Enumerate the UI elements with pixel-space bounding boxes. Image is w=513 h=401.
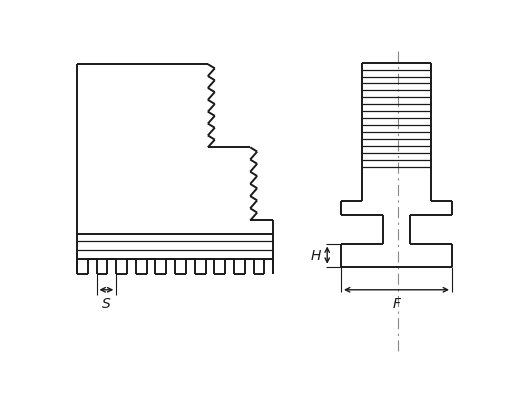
Text: S: S <box>102 296 111 310</box>
Text: F: F <box>392 296 401 310</box>
Text: H: H <box>311 249 321 263</box>
